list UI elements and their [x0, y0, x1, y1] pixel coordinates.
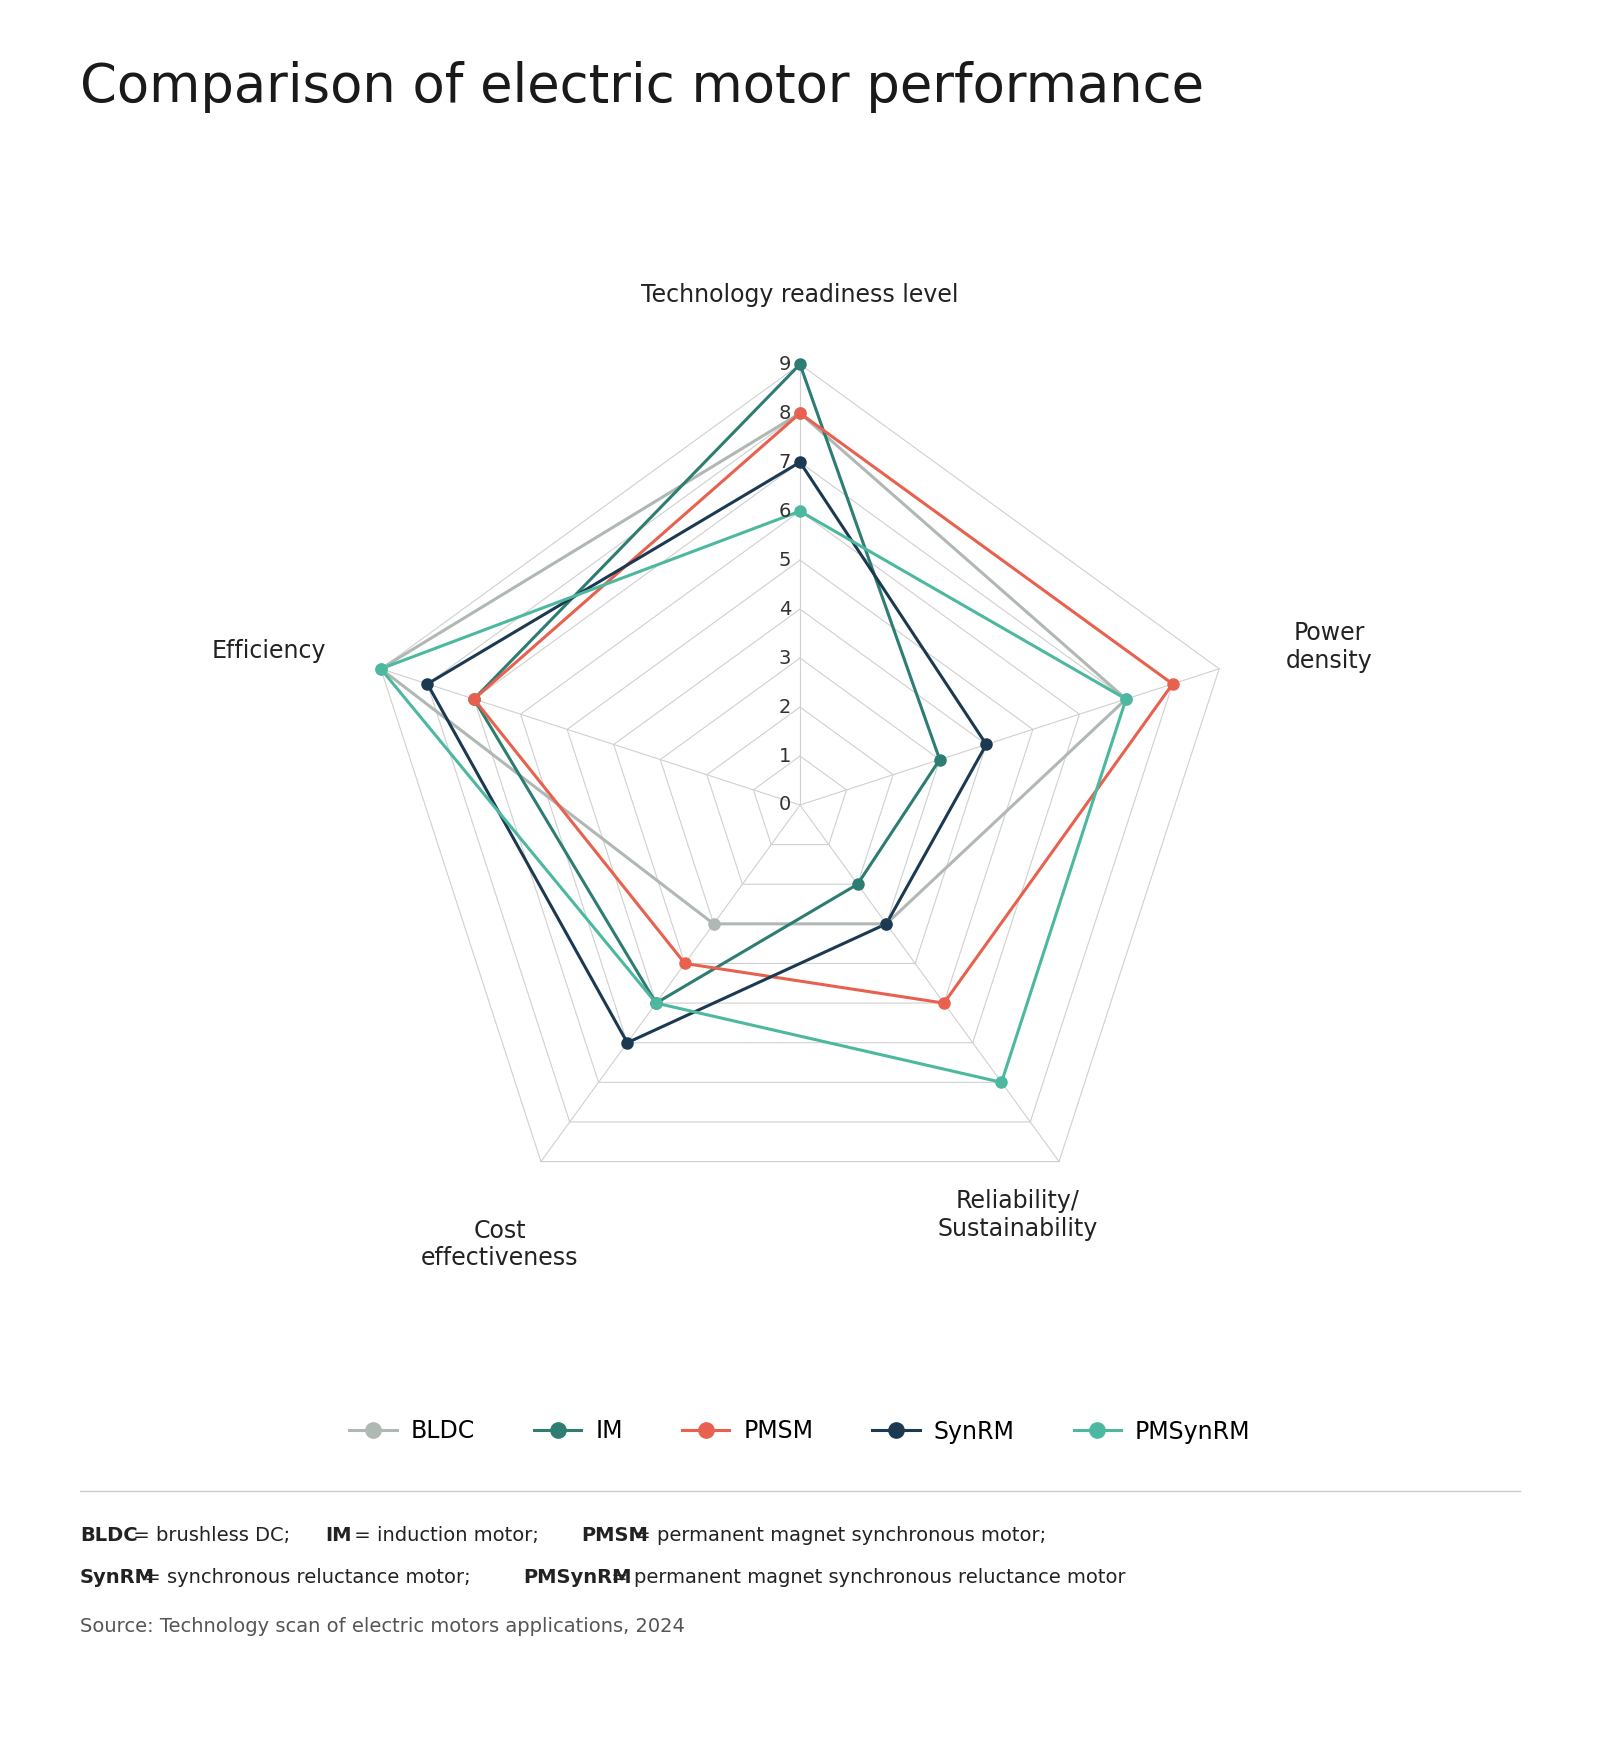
Text: SynRM: SynRM: [80, 1568, 155, 1587]
Text: 7: 7: [779, 453, 790, 472]
Text: = synchronous reluctance motor;: = synchronous reluctance motor;: [138, 1568, 477, 1587]
Text: IM: IM: [325, 1526, 352, 1545]
Text: 6: 6: [779, 502, 790, 522]
Text: 0: 0: [779, 796, 790, 814]
Text: Efficiency: Efficiency: [211, 639, 326, 663]
Text: Power
density: Power density: [1286, 621, 1373, 674]
Text: 3: 3: [779, 649, 790, 667]
Text: PMSM: PMSM: [582, 1526, 648, 1545]
Text: 5: 5: [779, 551, 790, 570]
Text: BLDC: BLDC: [80, 1526, 138, 1545]
Text: Technology readiness level: Technology readiness level: [642, 284, 958, 306]
Text: 2: 2: [779, 698, 790, 716]
Text: 9: 9: [779, 355, 790, 374]
Text: 1: 1: [779, 747, 790, 765]
Text: Comparison of electric motor performance: Comparison of electric motor performance: [80, 61, 1205, 114]
Text: PMSynRM: PMSynRM: [523, 1568, 632, 1587]
Text: Source: Technology scan of electric motors applications, 2024: Source: Technology scan of electric moto…: [80, 1617, 685, 1636]
Legend: BLDC, IM, PMSM, SynRM, PMSynRM: BLDC, IM, PMSM, SynRM, PMSynRM: [339, 1410, 1261, 1452]
Text: 4: 4: [779, 600, 790, 618]
Text: Cost
effectiveness: Cost effectiveness: [421, 1218, 578, 1270]
Text: Reliability/
Sustainability: Reliability/ Sustainability: [938, 1190, 1098, 1241]
Text: = induction motor;: = induction motor;: [349, 1526, 546, 1545]
Text: = permanent magnet synchronous reluctance motor: = permanent magnet synchronous reluctanc…: [605, 1568, 1126, 1587]
Text: = brushless DC;: = brushless DC;: [126, 1526, 296, 1545]
Text: 8: 8: [779, 404, 790, 423]
Text: = permanent magnet synchronous motor;: = permanent magnet synchronous motor;: [629, 1526, 1046, 1545]
